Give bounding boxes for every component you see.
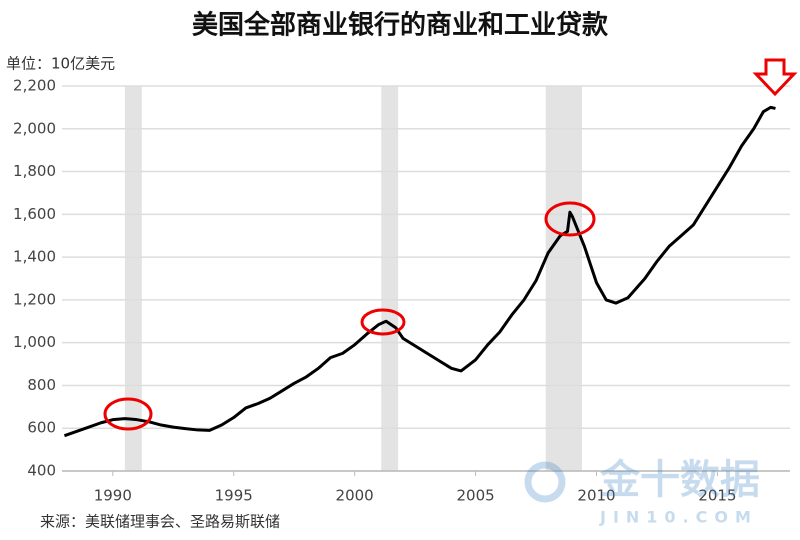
x-tick-label: 1990 bbox=[94, 487, 132, 505]
y-tick-label: 1,200 bbox=[13, 290, 56, 308]
chart-title: 美国全部商业银行的商业和工业贷款 bbox=[192, 10, 609, 41]
highlight-circle bbox=[544, 201, 596, 237]
data-line bbox=[63, 105, 776, 438]
y-axis-label: 单位：10亿美元 bbox=[6, 55, 115, 73]
y-tick-label: 1,400 bbox=[13, 248, 56, 266]
y-tick-label: 2,000 bbox=[13, 119, 56, 137]
watermark-name: 金十数据 bbox=[599, 457, 760, 503]
x-tick-label: 2010 bbox=[577, 487, 615, 505]
y-tick-label: 1,000 bbox=[13, 333, 56, 351]
recession-band bbox=[124, 86, 142, 471]
source: 来源：美联储理事会、圣路易斯联储 bbox=[40, 513, 280, 531]
x-tick-label: 1995 bbox=[215, 487, 253, 505]
arrow bbox=[752, 58, 798, 97]
x-tick-label: 2000 bbox=[336, 487, 374, 505]
y-tick-label: 1,800 bbox=[13, 162, 56, 180]
x-tick-label: 2005 bbox=[456, 487, 494, 505]
highlight-circle bbox=[103, 397, 153, 431]
y-tick-label: 600 bbox=[27, 419, 56, 437]
watermark: 金十数据 JIN10.COM bbox=[524, 457, 760, 527]
y-tick-label: 1,600 bbox=[13, 205, 56, 223]
y-tick-label: 400 bbox=[27, 462, 56, 480]
y-tick-label: 2,200 bbox=[13, 77, 56, 95]
highlight-circle bbox=[360, 308, 406, 336]
watermark-logo bbox=[524, 461, 566, 503]
y-tick-label: 800 bbox=[27, 376, 56, 394]
watermark-site: JIN10.COM bbox=[599, 508, 758, 527]
foreground-layer bbox=[63, 105, 776, 438]
recession-band bbox=[545, 86, 582, 471]
recession-band bbox=[381, 86, 399, 471]
x-tick-label: 2015 bbox=[698, 487, 736, 505]
background-layer: 400 600 800 1,000 1,200 1,400 1,600 1,800 2,000 2… bbox=[13, 77, 790, 505]
